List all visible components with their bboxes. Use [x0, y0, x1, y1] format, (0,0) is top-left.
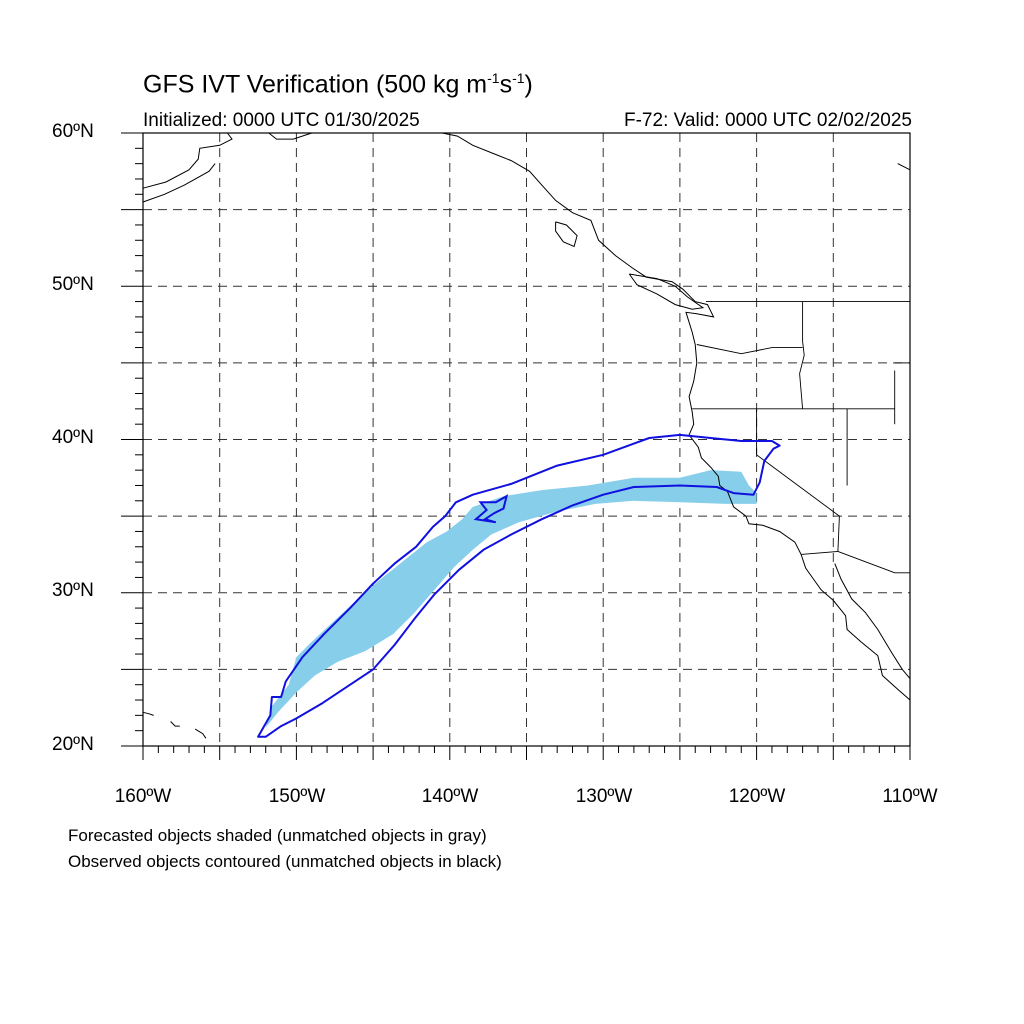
lon-label-120w: 120ºW: [728, 786, 786, 807]
observed-ivt-contour-inner: [473, 494, 509, 524]
lat-label-20n: 20ºN: [52, 734, 94, 755]
lat-label-50n: 50ºN: [52, 274, 94, 295]
coastline: [194, 728, 207, 739]
coastline: [442, 132, 911, 701]
coastline: [142, 711, 154, 716]
coastline: [142, 132, 233, 189]
chart-title: GFS IVT Verification (500 kg m-1s-1): [143, 70, 533, 99]
lon-label-160w: 160ºW: [114, 786, 172, 807]
note-observed: Observed objects contoured (unmatched ob…: [68, 852, 502, 871]
lon-label-110w: 110ºW: [882, 786, 938, 807]
forecast-objects: [265, 470, 757, 728]
political-border: [756, 408, 840, 555]
political-border: [837, 550, 910, 574]
coastline: [170, 721, 180, 727]
political-border: [696, 344, 803, 355]
coastline: [142, 163, 216, 203]
note-forecast: Forecasted objects shaded (unmatched obj…: [68, 826, 487, 845]
valid-time: F-72: Valid: 0000 UTC 02/02/2025: [624, 110, 912, 131]
observed-ivt-contour: [257, 433, 781, 738]
lon-label-140w: 140ºW: [421, 786, 479, 807]
lon-label-150w: 150ºW: [268, 786, 326, 807]
lat-label-60n: 60ºN: [52, 121, 94, 142]
initialized-time: Initialized: 0000 UTC 01/30/2025: [143, 110, 420, 131]
coastline: [834, 563, 911, 679]
coastline: [628, 273, 705, 310]
graticule-grid: [143, 133, 910, 746]
observed-contours: [257, 433, 781, 738]
coastline: [268, 132, 312, 140]
coastlines: [142, 132, 911, 739]
lon-label-130w: 130ºW: [575, 786, 633, 807]
political-border: [799, 301, 805, 409]
lat-label-40n: 40ºN: [52, 427, 94, 448]
axis-ticks: [121, 132, 911, 760]
coastline: [555, 221, 578, 248]
coastline: [897, 163, 911, 171]
lat-label-30n: 30ºN: [52, 580, 94, 601]
forecast-ivt-object: [265, 470, 757, 728]
